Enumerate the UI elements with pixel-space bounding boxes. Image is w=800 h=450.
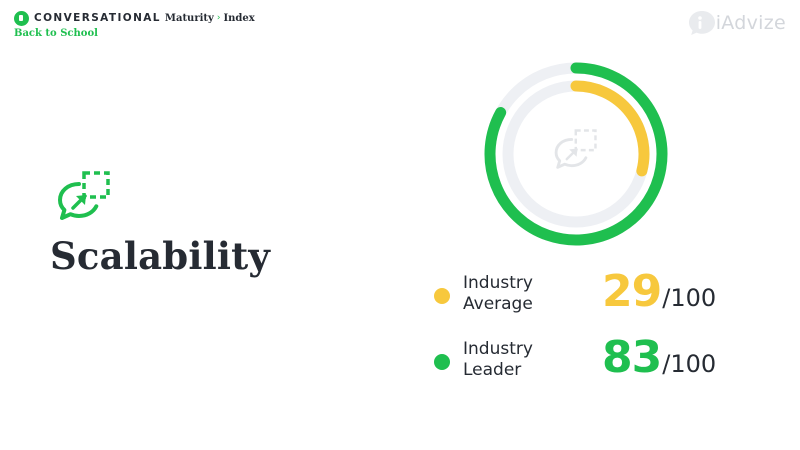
report-subtitle: Back to School bbox=[14, 28, 98, 39]
average-score-max: /100 bbox=[662, 284, 717, 312]
iadvize-wordmark: iAdvize bbox=[715, 12, 786, 34]
legend-row-average: Industry Average 29 /100 bbox=[434, 267, 764, 336]
legend-row-leader: Industry Leader 83 /100 bbox=[434, 333, 764, 402]
chat-bubble-expand-icon bbox=[58, 171, 110, 220]
brand-separator: › bbox=[216, 13, 221, 23]
label-industry-average: Industry Average bbox=[463, 273, 533, 314]
label-industry-leader: Industry Leader bbox=[463, 339, 533, 380]
score-donut-chart bbox=[484, 62, 668, 246]
brand-line: CONVERSATIONAL Maturity › Index bbox=[14, 9, 255, 27]
arc-industry-average bbox=[570, 80, 650, 177]
donut-center-icon bbox=[554, 129, 597, 169]
section-title: Scalability bbox=[50, 234, 271, 278]
average-score: 29 /100 bbox=[602, 267, 716, 317]
iadvize-bubble-icon bbox=[688, 11, 715, 35]
arc-industry-leader bbox=[484, 62, 668, 246]
iadvize-logo: iAdvize bbox=[688, 10, 786, 36]
leader-score-max: /100 bbox=[662, 350, 717, 378]
brand-word-index: Index bbox=[223, 12, 255, 24]
leader-score-value: 83 bbox=[602, 332, 662, 383]
report-header: CONVERSATIONAL Maturity › Index Back to … bbox=[14, 9, 255, 39]
leader-score: 83 /100 bbox=[602, 333, 716, 383]
score-legend: Industry Average 29 /100 Industry Leader… bbox=[434, 267, 764, 402]
badge-icon bbox=[14, 10, 29, 26]
leader-dot bbox=[434, 354, 450, 370]
brand-word-maturity: Maturity bbox=[164, 12, 214, 24]
average-dot bbox=[434, 288, 450, 304]
brand-word-conversational: CONVERSATIONAL bbox=[34, 12, 161, 24]
average-score-value: 29 bbox=[602, 266, 662, 317]
